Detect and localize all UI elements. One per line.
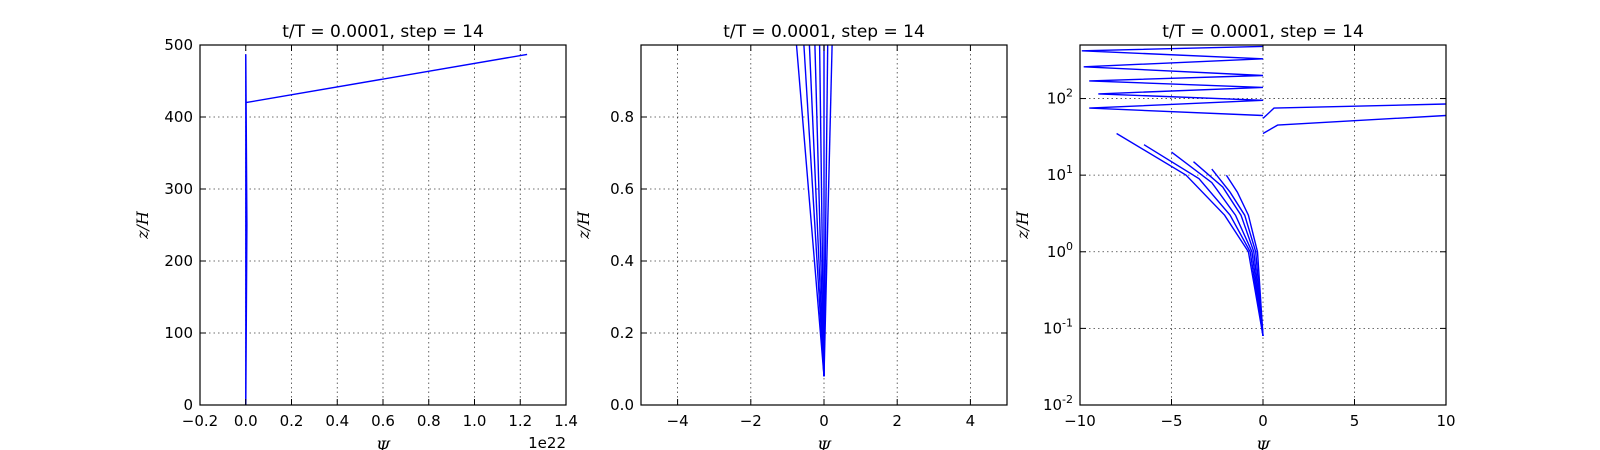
series-line-9 <box>1262 114 1446 135</box>
series-line-7 <box>1081 45 1264 117</box>
y-tick-label: 0.2 <box>610 324 634 342</box>
x-tick-label: 0.0 <box>234 412 258 430</box>
y-tick-label: 400 <box>164 108 193 126</box>
x-tick-label: 5 <box>1350 412 1360 430</box>
x-tick-label: 0 <box>1258 412 1268 430</box>
y-tick-label: 0 <box>183 396 193 414</box>
y-tick-label: 101 <box>1047 163 1073 184</box>
y-tick-label: 500 <box>164 36 193 54</box>
x-tick-label: −10 <box>1064 412 1096 430</box>
series-line-4 <box>814 45 825 377</box>
series-line-2 <box>1211 168 1264 336</box>
series-line-4 <box>1171 151 1264 336</box>
y-axis-label: z/H <box>1013 210 1032 240</box>
y-tick-label: 102 <box>1047 87 1073 108</box>
x-tick-label: 10 <box>1436 412 1455 430</box>
y-tick-label: 10-2 <box>1043 393 1073 414</box>
y-axis-label: z/H <box>574 210 593 240</box>
y-tick-label: 0.4 <box>610 252 634 270</box>
series-line-8 <box>823 45 833 377</box>
x-tick-label: −2 <box>740 412 762 430</box>
y-tick-label: 10-1 <box>1043 316 1073 337</box>
y-tick-label: 200 <box>164 252 193 270</box>
x-tick-label: 1.4 <box>554 412 578 430</box>
series-line-5 <box>1143 144 1264 336</box>
series-line-8 <box>1262 103 1446 119</box>
x-axis-label: Ψ <box>1256 437 1271 450</box>
series-line-3 <box>245 53 528 104</box>
x-tick-label: −4 <box>667 412 689 430</box>
x-tick-label: 0.6 <box>371 412 395 430</box>
x-tick-label: 0.2 <box>280 412 304 430</box>
x-tick-label: 2 <box>892 412 902 430</box>
x-tick-label: 0 <box>819 412 829 430</box>
y-tick-label: 0.6 <box>610 180 634 198</box>
y-tick-label: 100 <box>1047 240 1073 261</box>
y-tick-label: 100 <box>164 324 193 342</box>
chart-panel-1: −0.2 0.0 0.2 0.4 0.6 0.8 1.0 1.2 1.4 0 100 200 300 40… <box>133 22 578 450</box>
x-tick-label: 0.8 <box>417 412 441 430</box>
series-line-6 <box>1116 132 1264 336</box>
x-tick-label: 1.2 <box>508 412 532 430</box>
chart-title: t/T = 0.0001, step = 14 <box>282 22 484 42</box>
series-line-7 <box>823 45 829 377</box>
x-tick-label: 4 <box>966 412 976 430</box>
chart-panel-3: −10 −5 0 5 10 10-2 10-1 100 101 102 t/T = 0.0001, … <box>1013 22 1456 450</box>
x-tick-label: −5 <box>1160 412 1182 430</box>
chart-panel-2: −4 −2 0 2 4 0.0 0.2 0.4 0.6 0.8 t/T = 0.0001, step… <box>574 22 1008 450</box>
y-tick-label: 0.0 <box>610 396 634 414</box>
series-line-1 <box>1225 174 1264 336</box>
series-line-5 <box>818 45 825 377</box>
series-line-1 <box>795 45 825 377</box>
y-tick-label: 300 <box>164 180 193 198</box>
x-axis-label: Ψ <box>376 437 391 450</box>
series-line-2 <box>803 45 825 377</box>
chart-title: t/T = 0.0001, step = 14 <box>723 22 925 42</box>
x-tick-label: −0.2 <box>182 412 218 430</box>
chart-title: t/T = 0.0001, step = 14 <box>1162 22 1364 42</box>
series-line-2 <box>245 54 248 405</box>
x-tick-label: 0.4 <box>325 412 349 430</box>
y-tick-label: 0.8 <box>610 108 634 126</box>
y-axis-label: z/H <box>133 210 152 240</box>
series-line-3 <box>808 45 825 377</box>
x-axis-label: Ψ <box>817 437 832 450</box>
series-line-3 <box>1193 161 1264 336</box>
x-axis-multiplier: 1e22 <box>528 434 566 450</box>
x-tick-label: 1.0 <box>463 412 487 430</box>
